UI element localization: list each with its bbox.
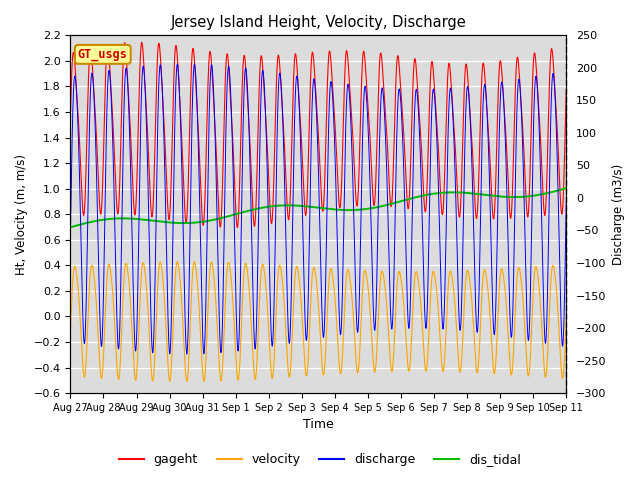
X-axis label: Time: Time xyxy=(303,419,333,432)
Text: GT_usgs: GT_usgs xyxy=(78,48,128,61)
Y-axis label: Ht, Velocity (m, m/s): Ht, Velocity (m, m/s) xyxy=(15,154,28,275)
Legend: gageht, velocity, discharge, dis_tidal: gageht, velocity, discharge, dis_tidal xyxy=(114,448,526,471)
Title: Jersey Island Height, Velocity, Discharge: Jersey Island Height, Velocity, Discharg… xyxy=(170,15,466,30)
Y-axis label: Discharge (m3/s): Discharge (m3/s) xyxy=(612,164,625,265)
